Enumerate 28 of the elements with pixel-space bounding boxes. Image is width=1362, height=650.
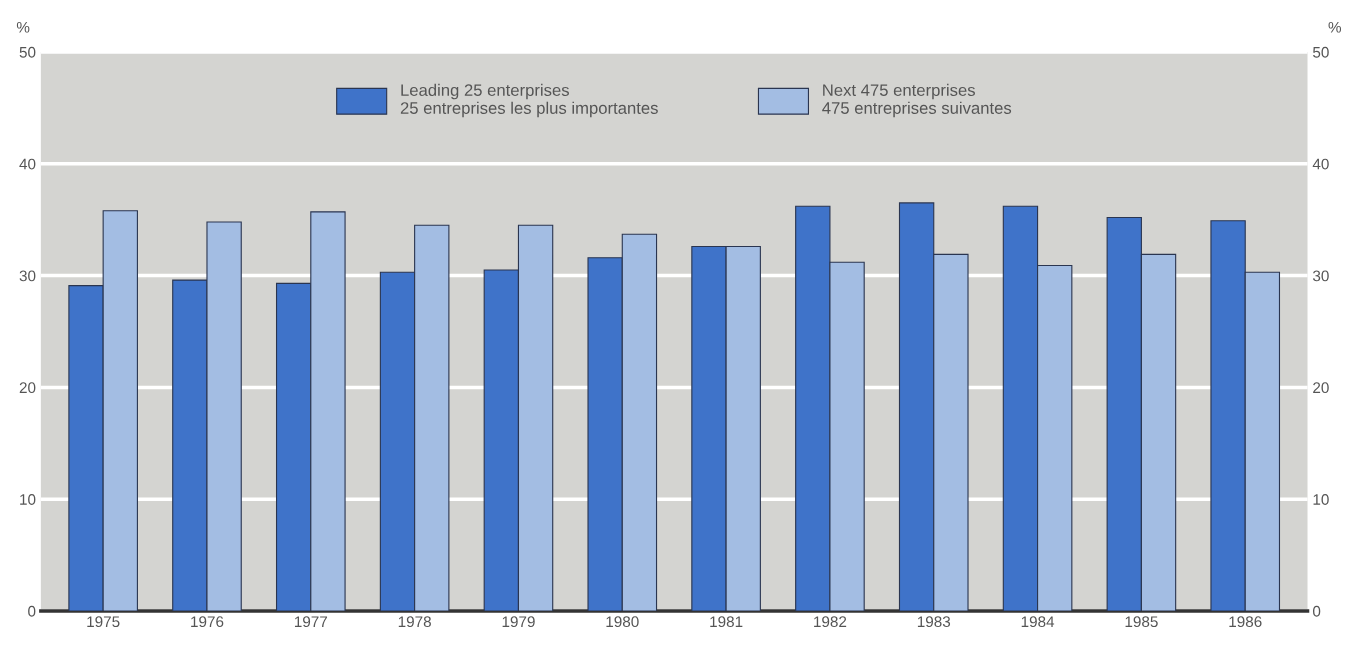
y2-tick-label: 30 bbox=[1312, 270, 1329, 282]
legend-label: Next 475 enterprises 475 entreprises suivantes bbox=[822, 83, 1012, 118]
y2-tick-label: 0 bbox=[1312, 605, 1321, 617]
x-tick-label: 1984 bbox=[1021, 616, 1055, 628]
x-tick-label: 1980 bbox=[606, 616, 639, 628]
x-tick-label: 1982 bbox=[814, 616, 847, 628]
y-tick-label: 40 bbox=[19, 158, 36, 170]
y2-tick-label: 40 bbox=[1312, 158, 1329, 170]
x-tick-label: 1985 bbox=[1125, 616, 1158, 628]
y2-tick-label: 20 bbox=[1313, 382, 1329, 394]
y-tick-label: 30 bbox=[19, 270, 36, 282]
y2-tick-label: 10 bbox=[1313, 494, 1329, 505]
y-tick-label: 20 bbox=[19, 382, 36, 394]
y-axis-title: % bbox=[16, 21, 30, 33]
y2-axis-title: % bbox=[1328, 21, 1342, 33]
x-tick-label: 1975 bbox=[87, 616, 120, 628]
x-tick-label: 1983 bbox=[917, 616, 951, 628]
x-tick-label: 1981 bbox=[710, 616, 743, 628]
x-tick-label: 1986 bbox=[1229, 616, 1262, 628]
x-tick-label: 1978 bbox=[398, 616, 431, 628]
y2-tick-label: 50 bbox=[1312, 46, 1329, 58]
y-tick-label: 50 bbox=[19, 46, 36, 58]
y-tick-label: 0 bbox=[28, 605, 36, 617]
y-tick-label: 10 bbox=[20, 494, 36, 505]
x-tick-label: 1976 bbox=[191, 616, 224, 628]
x-tick-label: 1977 bbox=[294, 616, 328, 628]
x-tick-label: 1979 bbox=[502, 616, 535, 628]
legend-label: Leading 25 enterprises 25 entreprises les plus importantes bbox=[400, 83, 658, 118]
